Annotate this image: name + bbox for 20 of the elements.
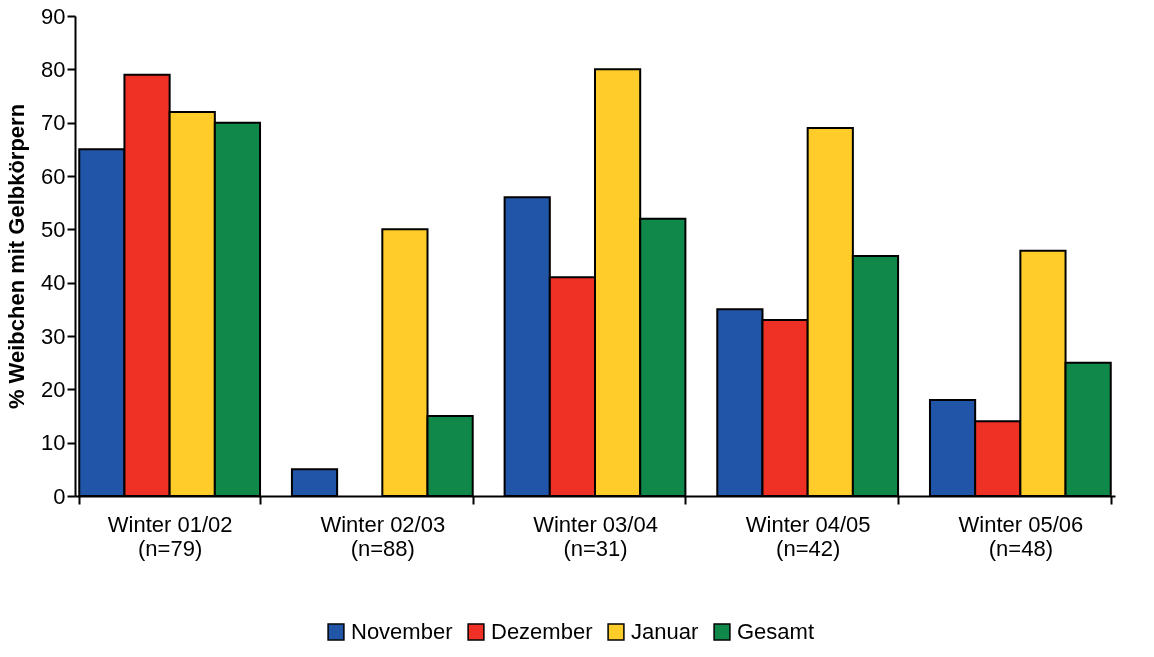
legend-label: Dezember [491,619,593,644]
x-tick-label: Winter 05/06 (n=48) [958,511,1084,561]
y-tick-label: 10 [41,430,66,456]
legend-label: November [351,619,453,644]
y-tick-label: 50 [41,216,66,242]
legend-label: Gesamt [737,619,815,644]
x-tick-label: Winter 04/05 (n=42) [745,511,871,561]
x-tick-label: Winter 01/02 (n=79) [107,511,233,561]
y-tick-label: 20 [41,376,66,402]
y-tick-label: 60 [41,163,66,189]
y-tick-label: 30 [41,323,66,349]
y-tick-label: 80 [41,56,66,82]
x-tick-label: Winter 03/04 (n=31) [533,511,658,561]
y-tick-label: 0 [53,483,66,509]
y-tick-label: 70 [41,110,66,136]
legend-label: Januar [631,619,699,644]
y-tick-label: 40 [41,270,66,296]
y-tick-label: 90 [41,3,66,29]
y-axis-title: % Weibchen mit Gelbkörpern [4,103,30,410]
x-tick-label: Winter 02/03 (n=88) [320,511,446,561]
